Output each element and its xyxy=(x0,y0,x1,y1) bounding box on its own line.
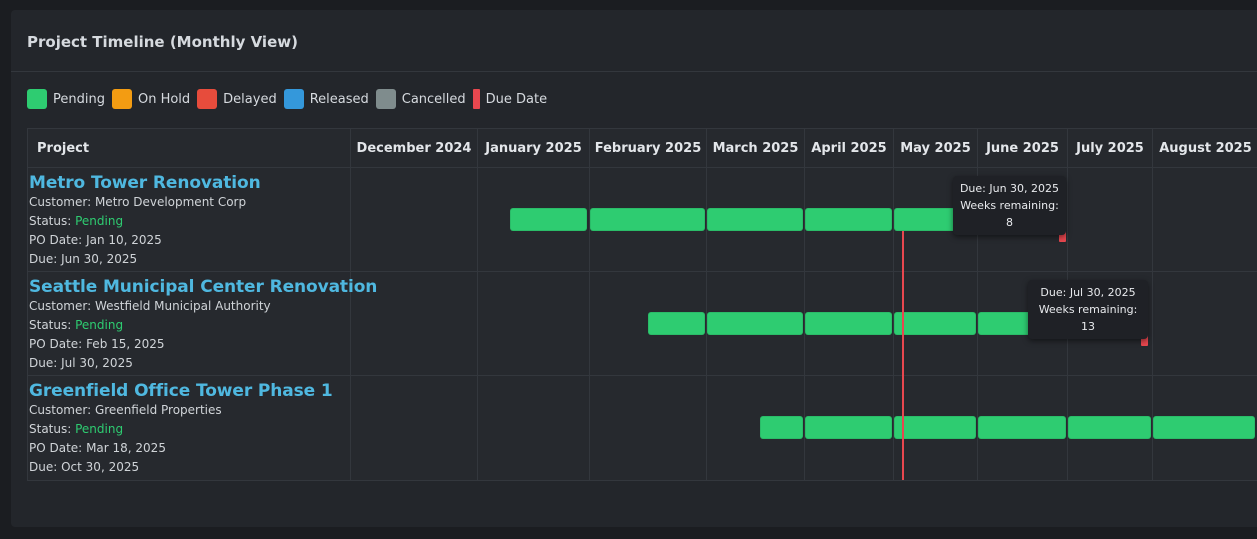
legend-item-cancelled: Cancelled xyxy=(375,89,466,109)
project-row-seattle-municipal: Seattle Municipal Center Renovation Cust… xyxy=(29,275,378,373)
project-customer: Customer: Metro Development Corp xyxy=(29,195,247,209)
legend-label: Delayed xyxy=(223,91,277,107)
timeline-bar-segment[interactable] xyxy=(1153,416,1255,439)
project-customer: Customer: Westfield Municipal Authority xyxy=(29,299,271,313)
project-due-date: Due: Jul 30, 2025 xyxy=(29,356,133,370)
project-column-header: Project xyxy=(37,141,90,156)
month-header-apr-2025: April 2025 xyxy=(811,141,887,156)
legend-item-released: Released xyxy=(283,89,369,109)
grid-row-line xyxy=(28,375,1257,376)
month-header-jun-2025: June 2025 xyxy=(986,141,1059,156)
project-row-metro-tower: Metro Tower Renovation Customer: Metro D… xyxy=(29,171,351,269)
grid-column-line xyxy=(1152,129,1153,480)
project-due-date: Due: Oct 30, 2025 xyxy=(29,460,140,474)
delayed-swatch-icon xyxy=(197,89,218,109)
project-title[interactable]: Seattle Municipal Center Renovation xyxy=(29,277,378,297)
grid-column-line xyxy=(706,129,707,480)
panel-title: Project Timeline (Monthly View) xyxy=(27,33,298,51)
cancelled-swatch-icon xyxy=(375,89,396,109)
timeline-grid: Project December 2024 January 2025 Febru… xyxy=(27,128,1257,481)
legend-label: Released xyxy=(309,91,369,107)
grid-column-line xyxy=(350,129,351,480)
released-swatch-icon xyxy=(283,89,304,109)
project-po-date: PO Date: Mar 18, 2025 xyxy=(29,441,166,455)
legend-item-delayed: Delayed xyxy=(197,89,277,109)
project-po-date: PO Date: Feb 15, 2025 xyxy=(29,337,165,351)
project-row-greenfield: Greenfield Office Tower Phase 1 Customer… xyxy=(29,379,351,477)
month-header-jul-2025: July 2025 xyxy=(1076,141,1144,156)
project-status: Status: Pending xyxy=(29,422,124,436)
legend-label: Due Date xyxy=(485,91,548,107)
month-header-aug-2025: August 2025 xyxy=(1159,141,1252,156)
current-date-line xyxy=(902,231,904,480)
timeline-bar-segment[interactable] xyxy=(805,416,892,439)
project-po-date: PO Date: Jan 10, 2025 xyxy=(29,233,162,247)
timeline-bar-segment[interactable] xyxy=(894,312,976,335)
grid-row-line xyxy=(28,271,1257,272)
timeline-bar-segment[interactable] xyxy=(648,312,705,335)
legend-label: Cancelled xyxy=(401,91,466,107)
timeline-bar-segment[interactable] xyxy=(978,416,1066,439)
timeline-bar-segment[interactable] xyxy=(805,208,892,231)
grid-column-line xyxy=(589,129,590,480)
grid-column-line xyxy=(893,129,894,480)
timeline-bar-segment[interactable] xyxy=(590,208,705,231)
project-due-date: Due: Jun 30, 2025 xyxy=(29,252,138,266)
legend-item-pending: Pending xyxy=(27,89,105,109)
month-header-mar-2025: March 2025 xyxy=(712,141,799,156)
project-title[interactable]: Greenfield Office Tower Phase 1 xyxy=(29,381,333,401)
timeline-bar-segment[interactable] xyxy=(1068,416,1151,439)
on-hold-swatch-icon xyxy=(111,89,132,109)
legend-label: Pending xyxy=(53,91,105,107)
due-tooltip: Due: Jul 30, 2025 Weeks remaining: 13 xyxy=(1028,280,1148,339)
timeline-bar-segment[interactable] xyxy=(805,312,892,335)
pending-swatch-icon xyxy=(27,89,47,109)
header-divider xyxy=(11,71,1257,72)
legend-item-on-hold: On Hold xyxy=(111,89,191,109)
legend-label: On Hold xyxy=(137,91,191,107)
timeline-bar-segment[interactable] xyxy=(707,208,803,231)
timeline-bar-segment[interactable] xyxy=(707,312,803,335)
month-header-feb-2025: February 2025 xyxy=(594,141,702,156)
project-status: Status: Pending xyxy=(29,318,124,332)
project-status: Status: Pending xyxy=(29,214,124,228)
project-title[interactable]: Metro Tower Renovation xyxy=(29,173,261,193)
grid-column-line xyxy=(477,129,478,480)
due-tooltip: Due: Jun 30, 2025 Weeks remaining: 8 xyxy=(953,176,1066,235)
timeline-bar-segment[interactable] xyxy=(510,208,587,231)
month-header-jan-2025: January 2025 xyxy=(485,141,582,156)
timeline-bar-segment[interactable] xyxy=(760,416,803,439)
month-header-may-2025: May 2025 xyxy=(900,141,971,156)
timeline-panel: Project Timeline (Monthly View) Pending … xyxy=(11,10,1257,527)
due-date-swatch-icon xyxy=(472,89,480,109)
month-header-dec-2024: December 2024 xyxy=(356,141,472,156)
timeline-bar-segment[interactable] xyxy=(894,416,976,439)
grid-row-line xyxy=(28,167,1257,168)
legend-item-due-date: Due Date xyxy=(472,89,548,109)
grid-column-line xyxy=(977,129,978,480)
legend: Pending On Hold Delayed Released Cancell… xyxy=(27,88,554,110)
project-customer: Customer: Greenfield Properties xyxy=(29,403,222,417)
grid-column-line xyxy=(804,129,805,480)
